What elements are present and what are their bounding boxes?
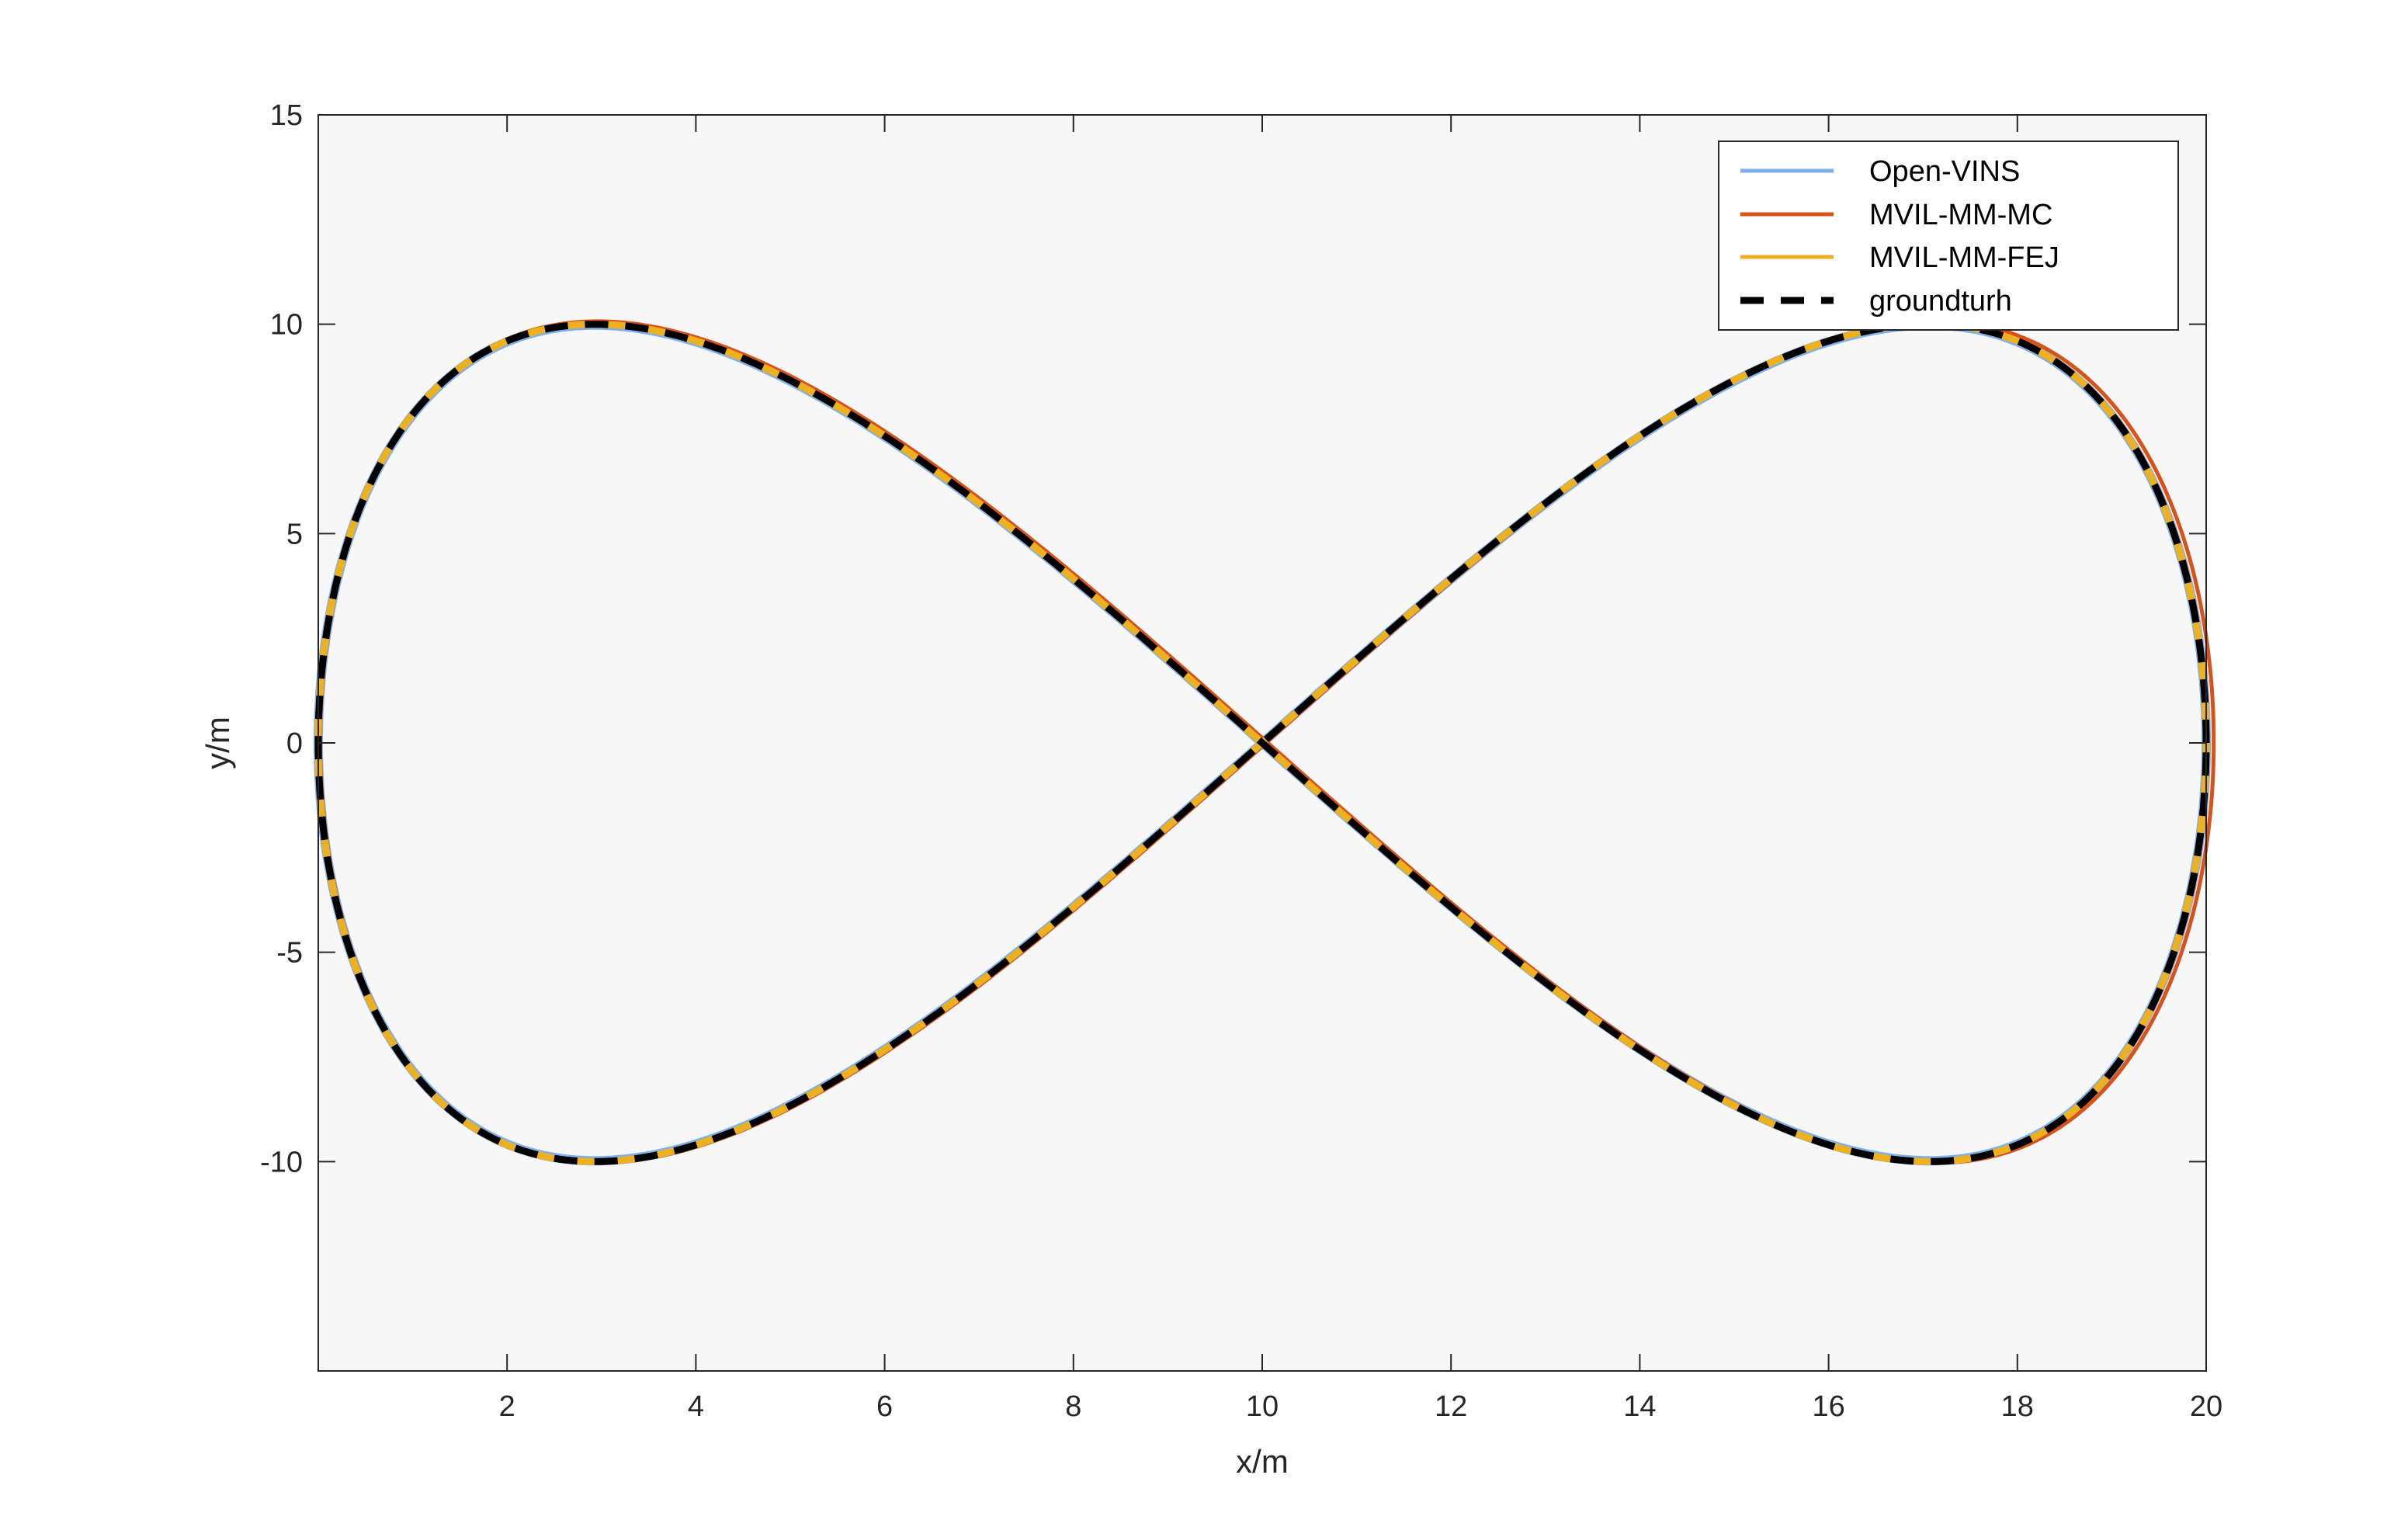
x-tick-label: 14: [1623, 1390, 1656, 1423]
x-tick-label: 20: [2190, 1390, 2222, 1423]
y-tick-label: -5: [276, 937, 303, 970]
legend: Open-VINS MVIL-MM-MC MVIL-MM-FEJ groundt…: [1718, 141, 2179, 331]
legend-label-mvil-mm-fej: MVIL-MM-FEJ: [1869, 241, 2059, 274]
x-tick-label: 6: [876, 1390, 893, 1423]
tick-labels-layer: 2 4 6 8 10 12 14 16 18 20 15 10 5 0 -5 -10: [260, 99, 2222, 1423]
y-tick-label: 5: [286, 518, 303, 550]
y-axis-label: y/m: [200, 717, 236, 769]
legend-label-groundturh: groundturh: [1869, 285, 2012, 318]
y-tick-label: 0: [286, 727, 303, 760]
x-tick-label: 10: [1246, 1390, 1279, 1423]
axes-frame: [317, 114, 2207, 1372]
x-tick-label: 18: [2001, 1390, 2034, 1423]
x-tick-label: 4: [688, 1390, 704, 1423]
legend-label-mvil-mm-mc: MVIL-MM-MC: [1869, 199, 2052, 231]
legend-label-open-vins: Open-VINS: [1869, 155, 2020, 188]
x-tick-label: 16: [1812, 1390, 1844, 1423]
y-tick-label: 10: [270, 309, 303, 342]
x-tick-label: 2: [499, 1390, 515, 1423]
y-tick-label: 15: [270, 99, 303, 132]
y-tick-label: -10: [260, 1146, 303, 1178]
x-axis-label: x/m: [1236, 1443, 1289, 1480]
x-tick-label: 12: [1435, 1390, 1467, 1423]
x-tick-label: 8: [1065, 1390, 1081, 1423]
